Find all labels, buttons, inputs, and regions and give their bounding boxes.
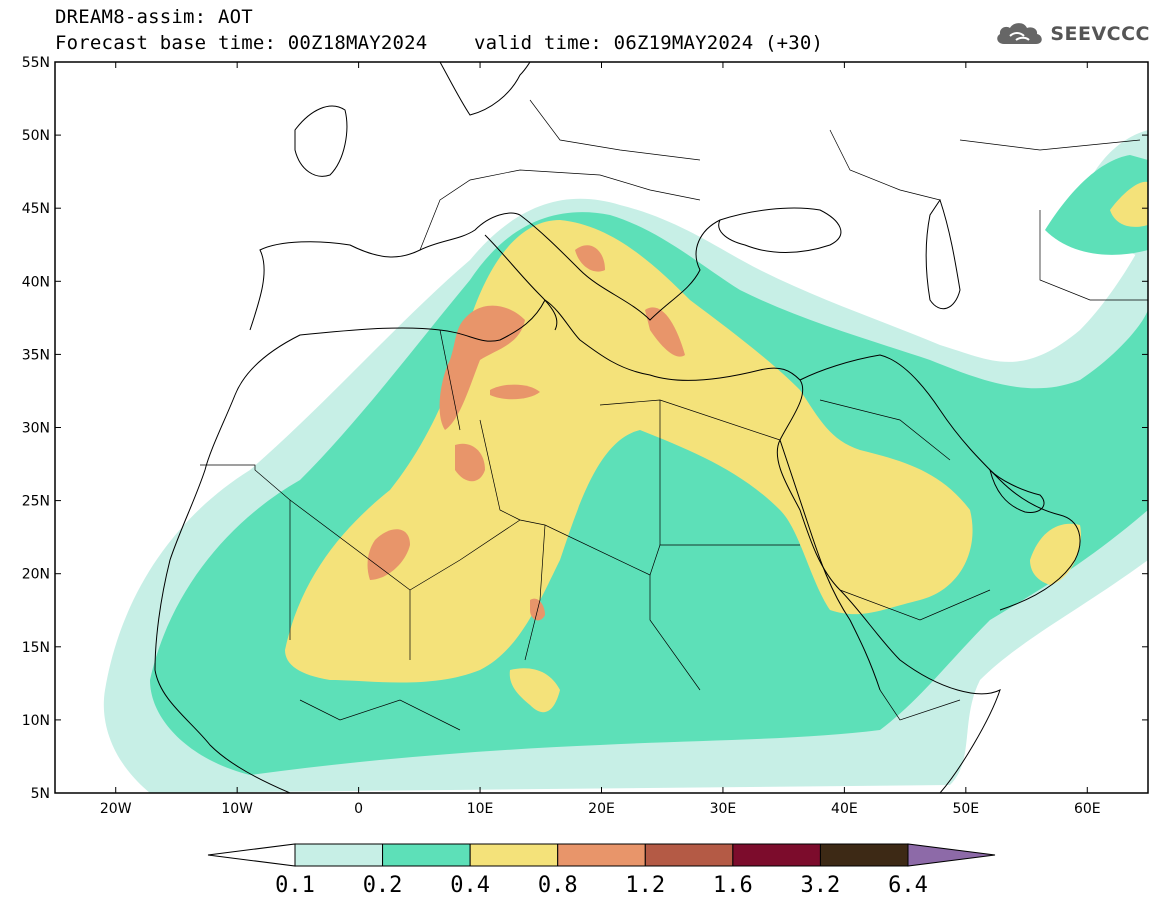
- borders: [200, 99, 1148, 731]
- colorbar-label: 6.4: [888, 873, 928, 898]
- colorbar-label: 0.8: [538, 873, 578, 898]
- coastlines: [154, 62, 1081, 793]
- colorbar-label: 0.2: [363, 873, 403, 898]
- lat-tick-label: 20N: [22, 567, 50, 583]
- colorbar-over-arrow: [907, 843, 996, 867]
- lon-tick-label: 10W: [221, 801, 253, 817]
- coast-gulf: [989, 468, 1045, 514]
- lon-tick-label: 60E: [1074, 801, 1101, 817]
- title-line-2: Forecast base time: 00Z18MAY2024 valid t…: [55, 32, 823, 54]
- colorbar-under-arrow: [207, 843, 296, 867]
- lon-tick-label: 10E: [467, 801, 494, 817]
- coast-scandinavia: [439, 62, 531, 116]
- lon-tick-label: 50E: [952, 801, 979, 817]
- coast-middleeast: [799, 354, 1081, 611]
- longitude-axis: 20W 10W 0 10E 20E 30E 40E 50E 60E: [100, 62, 1101, 817]
- lat-tick-label: 50N: [22, 128, 50, 144]
- title-line-1: DREAM8-assim: AOT: [55, 6, 253, 28]
- coast-africa-west: [234, 299, 1001, 793]
- lon-tick-label: 20W: [100, 801, 132, 817]
- aot-shading: [103, 130, 1148, 793]
- coast-blacksea: [718, 207, 842, 253]
- colorbar-box: [557, 843, 646, 867]
- lat-tick-label: 15N: [22, 640, 50, 656]
- colorbar-label: 0.4: [450, 873, 490, 898]
- lat-tick-label: 30N: [22, 421, 50, 437]
- colorbar-label: 1.6: [713, 873, 753, 898]
- lat-tick-label: 45N: [22, 201, 50, 217]
- lon-tick-label: 30E: [710, 801, 737, 817]
- colorbar-box: [294, 843, 384, 867]
- aot-band-orange-2: [367, 529, 410, 580]
- colorbar: 0.1 0.2 0.4 0.8 1.2 1.6 3.2 6.4: [207, 843, 996, 898]
- colorbar-box: [644, 843, 734, 867]
- aot-band-orange-1: [439, 305, 525, 430]
- colorbar-box: [819, 843, 909, 867]
- aot-band-green-ne: [1045, 155, 1148, 255]
- aot-band-orange-4: [575, 245, 605, 272]
- coast-europe: [249, 212, 721, 331]
- colorbar-label: 1.2: [625, 873, 665, 898]
- lat-tick-label: 35N: [22, 347, 50, 363]
- seevccc-logo: SEEVCCC: [994, 20, 1150, 48]
- lat-tick-label: 5N: [31, 786, 50, 802]
- logo-text: SEEVCCC: [1050, 23, 1150, 45]
- latitude-axis: 55N 50N 45N 40N 35N 30N 25N 20N 15N 10N 5N: [22, 55, 1148, 802]
- cloud-icon: [997, 23, 1043, 44]
- colorbar-box: [469, 843, 559, 867]
- colorbar-label: 3.2: [801, 873, 841, 898]
- coast-caspian: [925, 198, 961, 310]
- lat-tick-label: 40N: [22, 274, 50, 290]
- lat-tick-label: 55N: [22, 55, 50, 71]
- aot-band-orange-5: [645, 307, 685, 357]
- valid-time: valid time: 06Z19MAY2024 (+30): [474, 32, 824, 54]
- base-time: Forecast base time: 00Z18MAY2024: [55, 32, 428, 54]
- colorbar-box: [732, 843, 821, 867]
- coast-italy: [484, 234, 558, 331]
- lat-tick-label: 25N: [22, 494, 50, 510]
- lon-tick-label: 0: [354, 801, 363, 817]
- aot-band-orange-6: [490, 384, 540, 400]
- coast-uk: [294, 105, 348, 177]
- colorbar-label: 0.1: [275, 873, 315, 898]
- colorbar-box: [382, 843, 471, 867]
- aot-band-yellow-ne: [1110, 181, 1148, 227]
- lon-tick-label: 20E: [588, 801, 615, 817]
- aot-band-yellow: [285, 220, 973, 683]
- coast-redsea: [779, 439, 881, 691]
- lat-tick-label: 10N: [22, 713, 50, 729]
- aot-band-orange-3: [455, 443, 485, 482]
- lon-tick-label: 40E: [831, 801, 858, 817]
- aot-band-yellow-sudan: [509, 668, 560, 713]
